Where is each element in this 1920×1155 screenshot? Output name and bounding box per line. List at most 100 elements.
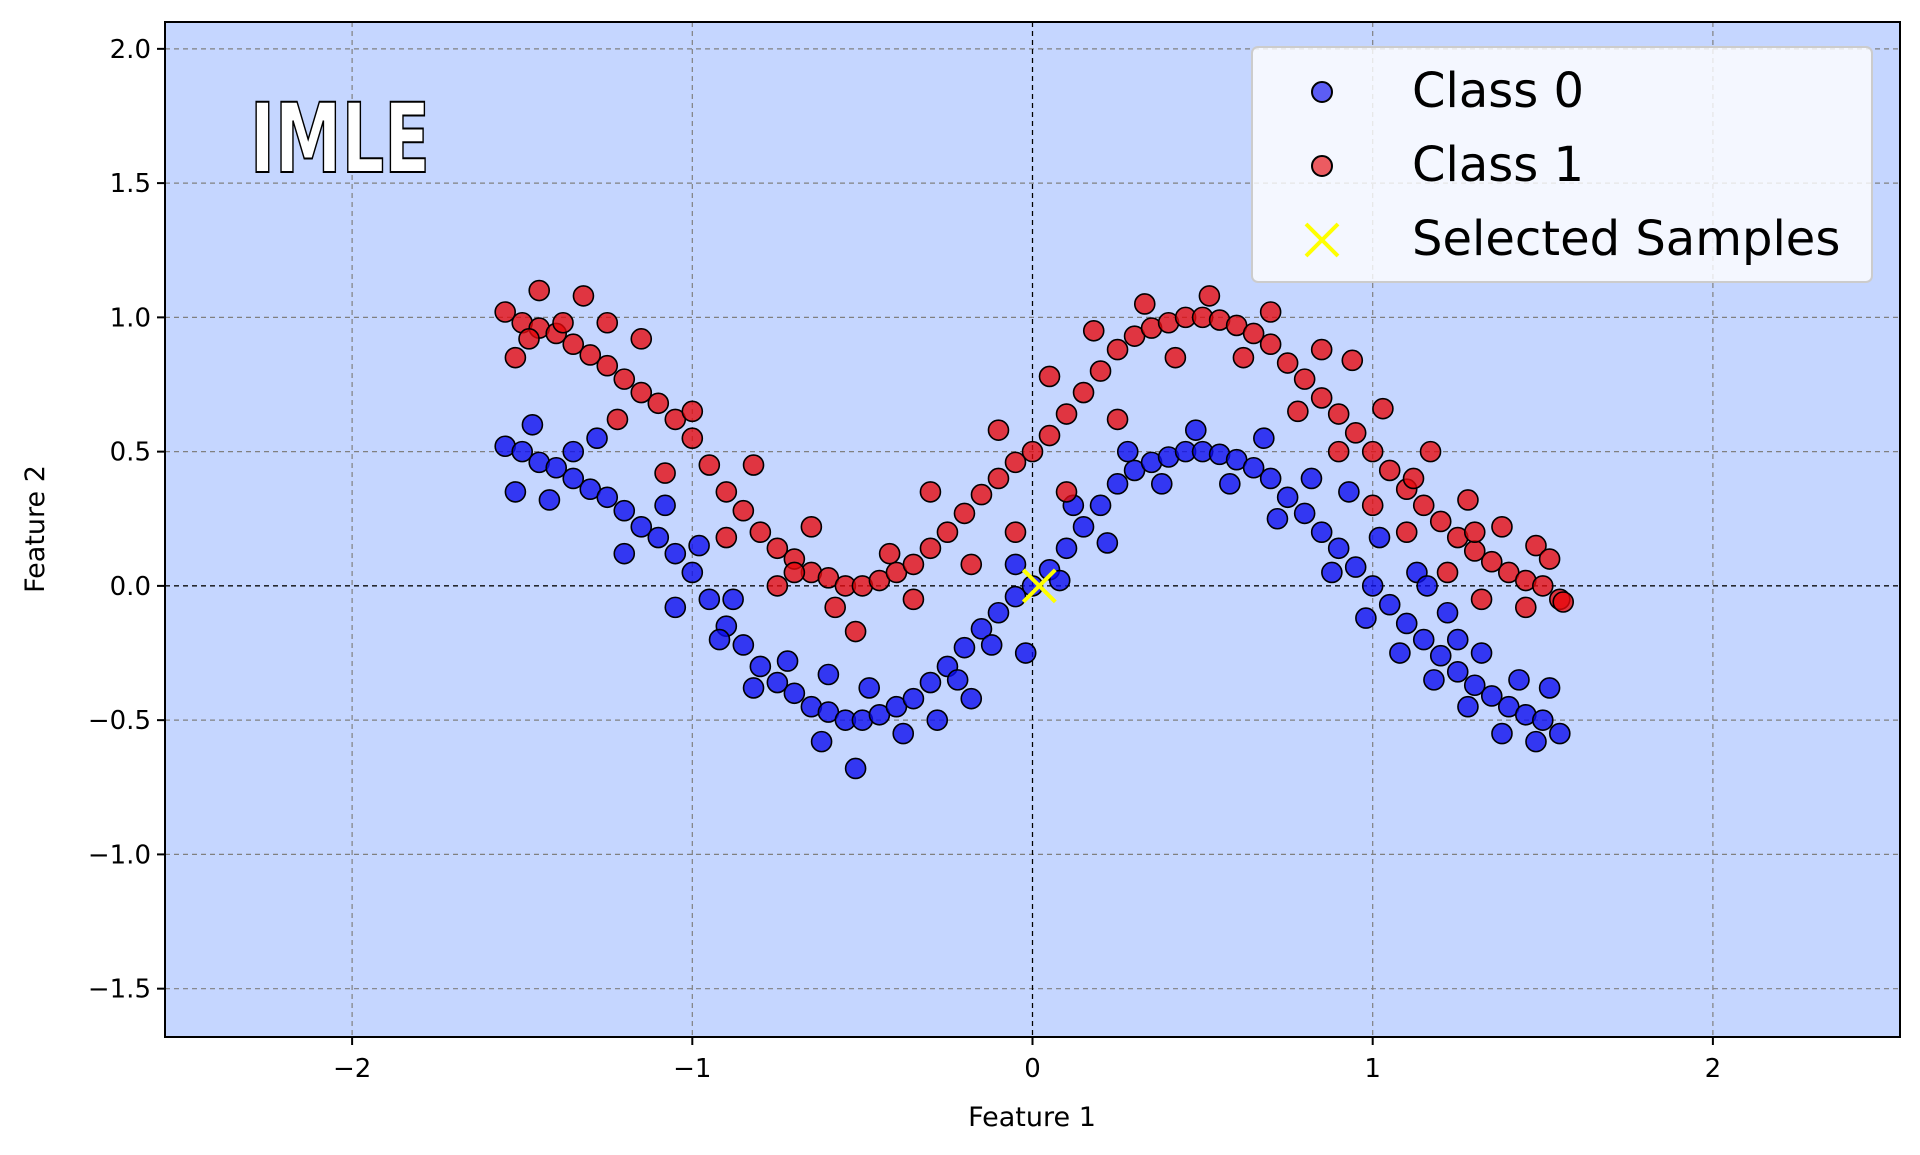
data-point: [538, 489, 561, 511]
data-point: [987, 601, 1010, 624]
data-point: [817, 663, 840, 686]
data-point: [1480, 685, 1503, 707]
y-tick-label: −1.0: [88, 840, 151, 870]
y-tick-label: 1.5: [110, 169, 151, 199]
data-point: [698, 454, 721, 476]
data-point: [1480, 550, 1503, 573]
data-point: [1327, 537, 1350, 560]
data-point: [654, 494, 676, 517]
data-point: [810, 730, 833, 753]
data-point: [858, 677, 881, 699]
data-point: [613, 368, 636, 390]
x-axis-label: Feature 1: [968, 1102, 1096, 1133]
data-point: [1293, 502, 1316, 525]
data-point: [919, 671, 942, 694]
data-point: [1412, 628, 1435, 651]
data-point: [572, 285, 595, 307]
data-point: [1310, 521, 1333, 543]
data-point: [1106, 408, 1129, 431]
data-point: [1072, 516, 1095, 538]
data-point: [1106, 338, 1129, 361]
data-point: [613, 542, 636, 565]
data-point: [1525, 730, 1547, 753]
watermark: IMLE: [250, 83, 430, 195]
data-point: [946, 669, 969, 691]
legend-marker-class-0: [1311, 81, 1333, 103]
data-point: [1344, 422, 1367, 444]
data-point: [1355, 607, 1377, 629]
data-point: [1259, 301, 1282, 323]
data-point: [579, 344, 602, 366]
data-point: [1389, 642, 1411, 664]
data-point: [1038, 424, 1061, 447]
data-point: [919, 481, 942, 503]
data-point: [1055, 403, 1078, 425]
data-point: [698, 588, 721, 611]
data-point: [1266, 507, 1289, 530]
y-tick-label: −0.5: [88, 706, 151, 736]
data-point: [1055, 481, 1078, 503]
data-point: [528, 279, 551, 302]
data-point: [1004, 521, 1027, 543]
data-point: [1310, 387, 1333, 409]
legend: Class 0 Class 1 Selected Samples: [1251, 46, 1873, 283]
data-point: [1004, 451, 1027, 474]
data-point: [1321, 561, 1343, 584]
data-point: [596, 486, 619, 509]
data-point: [630, 328, 653, 350]
data-point: [1004, 585, 1027, 608]
data-point: [844, 620, 867, 643]
data-point: [1429, 510, 1452, 533]
data-point: [1538, 677, 1561, 699]
data-point: [1287, 400, 1309, 423]
data-point: [1378, 593, 1401, 616]
data-point: [987, 467, 1010, 490]
data-point: [664, 596, 687, 619]
data-point: [1514, 596, 1537, 619]
data-point: [732, 499, 755, 522]
legend-label-class-0: Class 0: [1412, 63, 1584, 119]
data-point: [1395, 521, 1418, 543]
data-point: [1096, 532, 1119, 554]
data-point: [824, 596, 846, 619]
data-point: [1531, 575, 1554, 597]
data-point: [1491, 722, 1513, 745]
y-tick-label: 0.0: [110, 572, 151, 602]
data-point: [1416, 575, 1438, 597]
y-tick-label: 1.0: [110, 303, 151, 333]
data-point: [647, 526, 670, 549]
data-point: [1470, 588, 1493, 611]
series-2: [1021, 568, 1057, 604]
legend-marker-class-1: [1311, 155, 1333, 177]
data-point: [749, 655, 772, 678]
y-tick-label: 2.0: [110, 35, 151, 65]
data-point: [742, 454, 765, 476]
data-point: [518, 328, 540, 350]
data-point: [1150, 473, 1173, 495]
legend-marker-selected: [1304, 222, 1340, 258]
x-tick-label: 1: [1364, 1054, 1381, 1084]
data-point: [766, 575, 789, 597]
data-point: [1463, 674, 1486, 697]
data-point: [742, 677, 765, 699]
data-point: [783, 561, 806, 584]
data-point: [1300, 467, 1323, 490]
series-1: [494, 279, 1575, 643]
data-point: [1436, 601, 1459, 624]
data-point: [630, 381, 653, 404]
data-point: [960, 553, 983, 576]
data-point: [1429, 644, 1452, 667]
data-point: [613, 499, 636, 522]
data-point: [647, 392, 670, 415]
data-point: [1021, 440, 1044, 463]
data-point: [1072, 381, 1095, 404]
data-point: [766, 537, 789, 560]
data-point: [708, 628, 731, 651]
data-point: [1378, 459, 1401, 482]
data-point: [1531, 709, 1554, 731]
x-tick-label: 0: [1024, 1054, 1041, 1084]
data-point: [1259, 333, 1282, 356]
data-point: [681, 400, 704, 423]
data-point: [1089, 494, 1112, 517]
data-point: [1242, 322, 1265, 345]
